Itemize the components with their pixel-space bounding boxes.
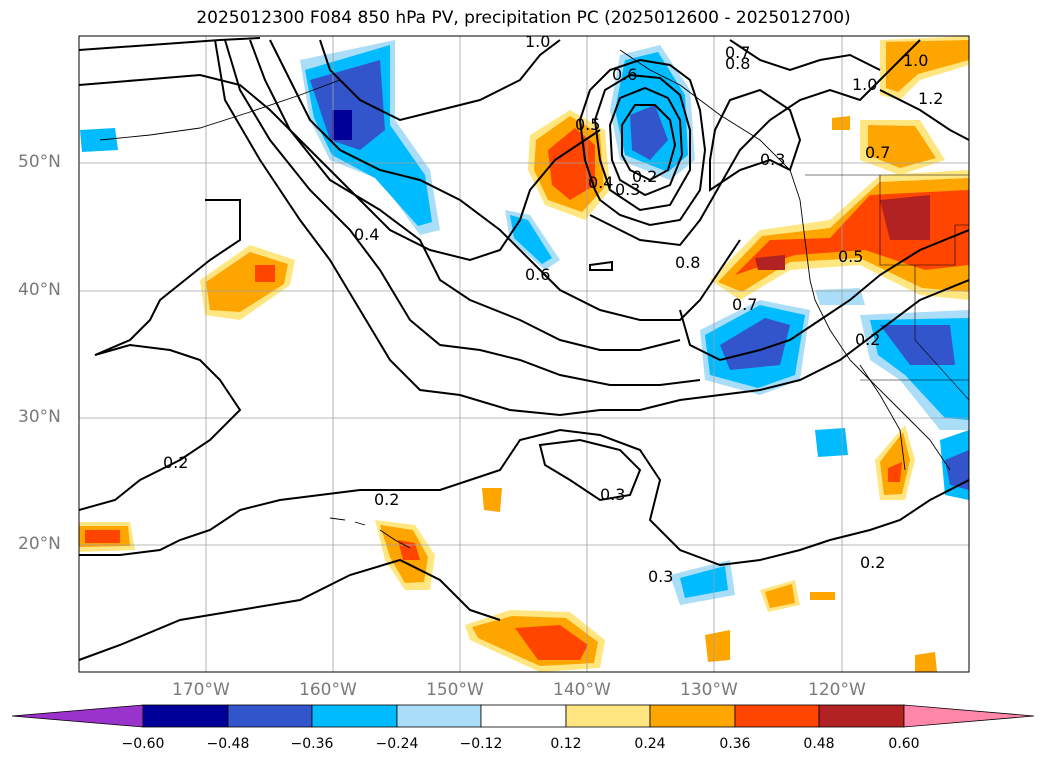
colorbar-segment xyxy=(142,704,229,728)
colorbar xyxy=(11,704,1035,728)
pv-contours xyxy=(79,37,969,661)
contour-label: 0.2 xyxy=(632,167,657,186)
contour-label: 0.3 xyxy=(648,567,673,586)
lat-label: 50°N xyxy=(18,152,61,172)
gridlines xyxy=(79,36,969,672)
colorbar-tick: 0.60 xyxy=(888,736,920,752)
contour-label: 0.7 xyxy=(865,143,890,162)
colorbar-tick: 0.48 xyxy=(803,736,835,752)
contour-label: 0.5 xyxy=(575,115,600,134)
colorbar-segment xyxy=(734,704,820,728)
colorbar-tick: −0.12 xyxy=(459,736,503,752)
colorbar-tick: 0.12 xyxy=(550,736,582,752)
contour-label: 0.3 xyxy=(615,180,640,199)
contour-label: 0.4 xyxy=(588,173,613,192)
colorbar-extend-high xyxy=(903,704,1035,728)
contour-label: 0.6 xyxy=(525,265,550,284)
lon-label: 130°W xyxy=(680,680,738,700)
plot-area xyxy=(79,36,969,672)
contour-label: 0.6 xyxy=(612,65,637,84)
colorbar-segment xyxy=(227,704,313,728)
colorbar-tick: −0.48 xyxy=(206,736,250,752)
colorbar-extend-low xyxy=(11,704,144,728)
contour-label: 0.4 xyxy=(354,225,379,244)
contour-label: 1.0 xyxy=(852,75,877,94)
contour-label: 0.3 xyxy=(600,485,625,504)
lat-label: 20°N xyxy=(18,534,61,554)
colorbar-tick: −0.36 xyxy=(290,736,334,752)
contour-label: 0.2 xyxy=(163,453,188,472)
colorbar-segment xyxy=(396,704,482,728)
lon-label: 120°W xyxy=(808,680,866,700)
colorbar-tick: −0.24 xyxy=(375,736,419,752)
contour-label: 0.2 xyxy=(855,330,880,349)
contour-label: 0.8 xyxy=(675,253,700,272)
contour-label: 1.2 xyxy=(918,89,943,108)
precip-shading xyxy=(79,36,969,672)
colorbar-tick: −0.60 xyxy=(121,736,165,752)
lon-label: 170°W xyxy=(172,680,230,700)
lon-label: 140°W xyxy=(553,680,611,700)
lat-label: 40°N xyxy=(18,280,61,300)
colorbar-segment xyxy=(311,704,398,728)
contour-label: 0.3 xyxy=(760,150,785,169)
colorbar-tick: 0.24 xyxy=(634,736,666,752)
colorbar-segment xyxy=(649,704,736,728)
political-borders xyxy=(805,174,969,401)
contour-label: 0.8 xyxy=(725,54,750,73)
figure-title: 2025012300 F084 850 hPa PV, precipitatio… xyxy=(196,8,851,28)
lat-label: 30°N xyxy=(18,407,61,427)
contour-labels: 1.0 0.7 0.8 1.0 1.2 1.0 0.6 0.2 0.3 0.4 … xyxy=(163,32,943,586)
lon-label: 150°W xyxy=(426,680,484,700)
colorbar-tick: 0.36 xyxy=(719,736,751,752)
colorbar-segment xyxy=(818,704,905,728)
contour-label: 1.0 xyxy=(903,51,928,70)
colorbar-segment xyxy=(480,704,567,728)
contour-label: 0.2 xyxy=(374,490,399,509)
contour-label: 0.7 xyxy=(725,43,750,62)
colorbar-segment xyxy=(565,704,651,728)
plot-frame xyxy=(78,35,970,673)
contour-label: 0.5 xyxy=(838,247,863,266)
lon-label: 160°W xyxy=(299,680,357,700)
contour-label: 0.7 xyxy=(732,295,757,314)
contour-label: 0.2 xyxy=(860,553,885,572)
contour-label: 1.0 xyxy=(525,32,550,51)
